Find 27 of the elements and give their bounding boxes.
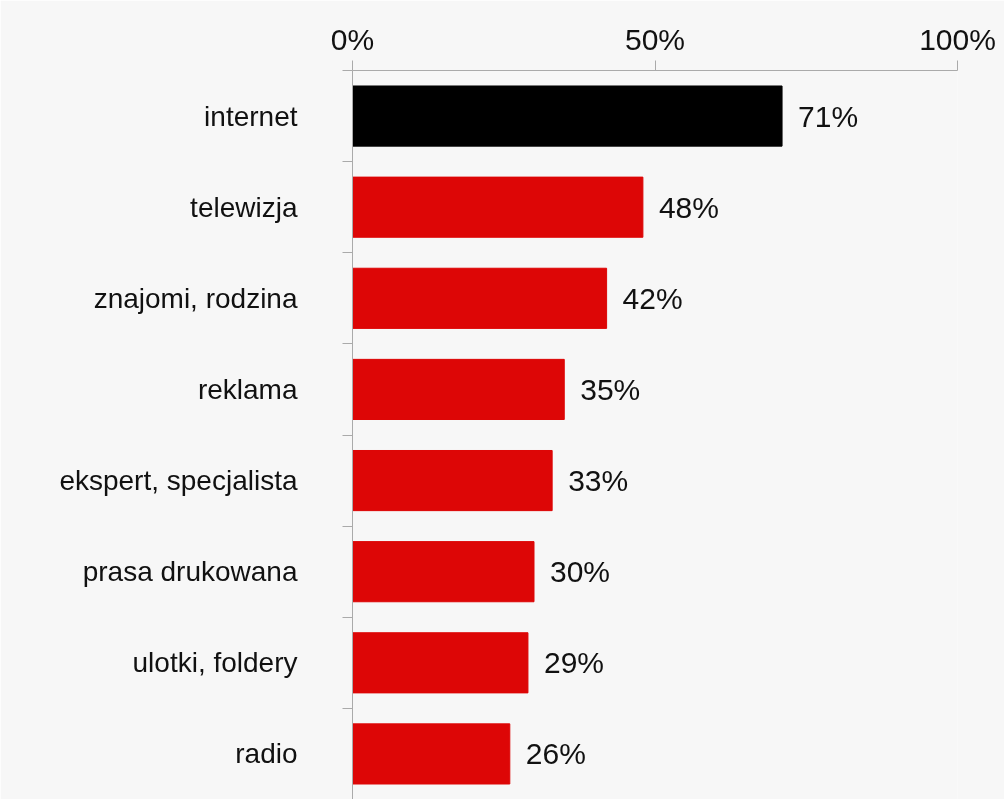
bar xyxy=(352,541,535,603)
data-label: 29% xyxy=(543,646,604,680)
y-tick-label: telewizja xyxy=(190,191,298,223)
y-tick-label: radio xyxy=(235,738,298,770)
y-tick-label: znajomi, rodzina xyxy=(93,282,298,314)
data-label: 35% xyxy=(580,372,641,406)
bar xyxy=(352,449,553,512)
data-label: 33% xyxy=(568,464,629,498)
data-label: 30% xyxy=(550,555,611,589)
bar xyxy=(352,358,565,421)
y-tick-label: ekspert, specjalista xyxy=(59,465,298,497)
y-tick-label: internet xyxy=(204,100,298,132)
x-tick-label: 0% xyxy=(330,22,375,56)
bar xyxy=(352,723,511,785)
data-label: 48% xyxy=(658,190,719,224)
bar xyxy=(352,267,608,329)
bar xyxy=(352,176,644,238)
data-label: 42% xyxy=(622,281,683,315)
bar xyxy=(352,632,529,694)
y-tick-label: prasa drukowana xyxy=(82,556,298,588)
bar xyxy=(352,85,783,147)
x-tick-label: 50% xyxy=(624,22,686,56)
y-tick-label: ulotki, foldery xyxy=(132,647,298,679)
x-tick-label: 100% xyxy=(919,22,996,56)
y-tick-label: reklama xyxy=(197,373,298,405)
data-label: 71% xyxy=(798,99,859,133)
data-label: 26% xyxy=(525,737,586,771)
